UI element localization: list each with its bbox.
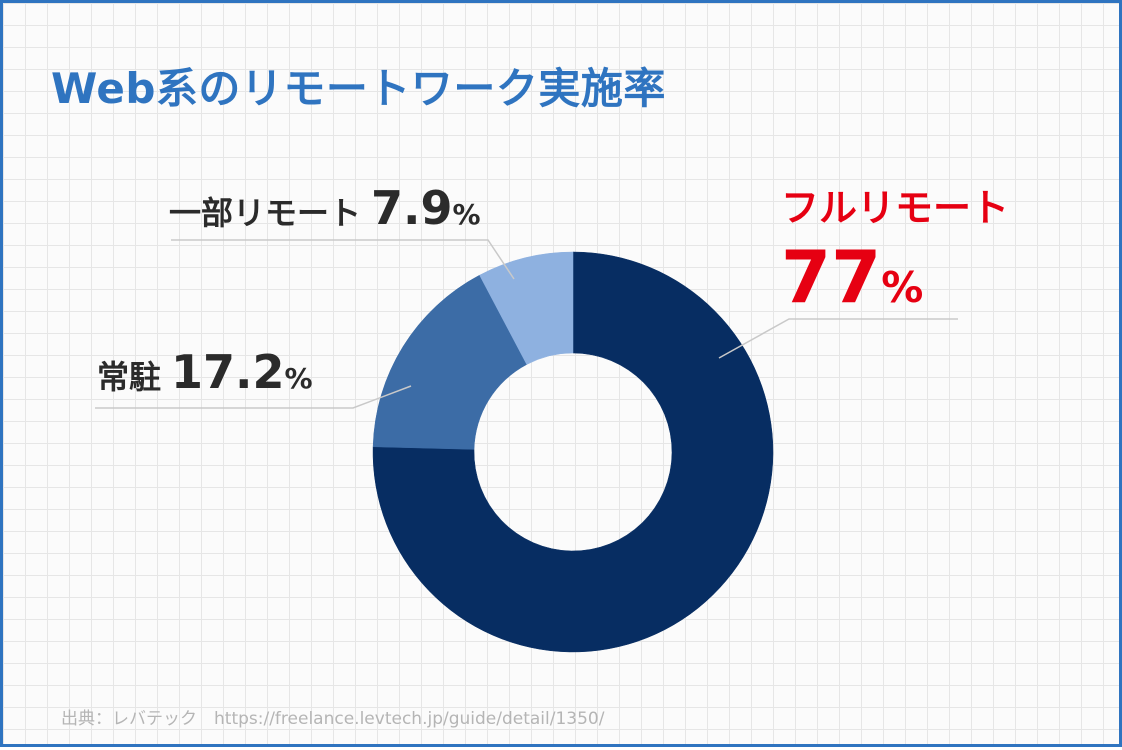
label-onsite-unit: % — [284, 362, 313, 395]
label-full-remote-name: フルリモート — [781, 186, 1010, 230]
label-onsite: 常駐 17.2% — [97, 345, 313, 399]
donut-chart — [95, 239, 958, 653]
leader-full-remote — [718, 318, 958, 359]
slice-onsite — [372, 274, 528, 450]
leader-partial-remote — [171, 239, 515, 280]
label-full-remote-value: 77 — [781, 235, 882, 319]
label-onsite-name: 常駐 — [97, 358, 162, 396]
label-partial-remote: 一部リモート 7.9% — [169, 181, 481, 235]
label-full-remote: フルリモート 77% — [781, 189, 1009, 313]
label-partial-remote-value: 7.9 — [371, 181, 453, 235]
source-note: 出典：レバテック https://freelance.levtech.jp/gu… — [61, 709, 605, 729]
chart-title: Web系のリモートワーク実施率 — [51, 64, 666, 113]
label-partial-remote-name: 一部リモート — [169, 194, 362, 232]
leader-onsite — [95, 385, 412, 409]
label-partial-remote-unit: % — [452, 198, 481, 231]
label-full-remote-unit: % — [881, 263, 924, 312]
slice-full-remote — [372, 251, 774, 653]
label-onsite-value: 17.2 — [171, 345, 285, 399]
